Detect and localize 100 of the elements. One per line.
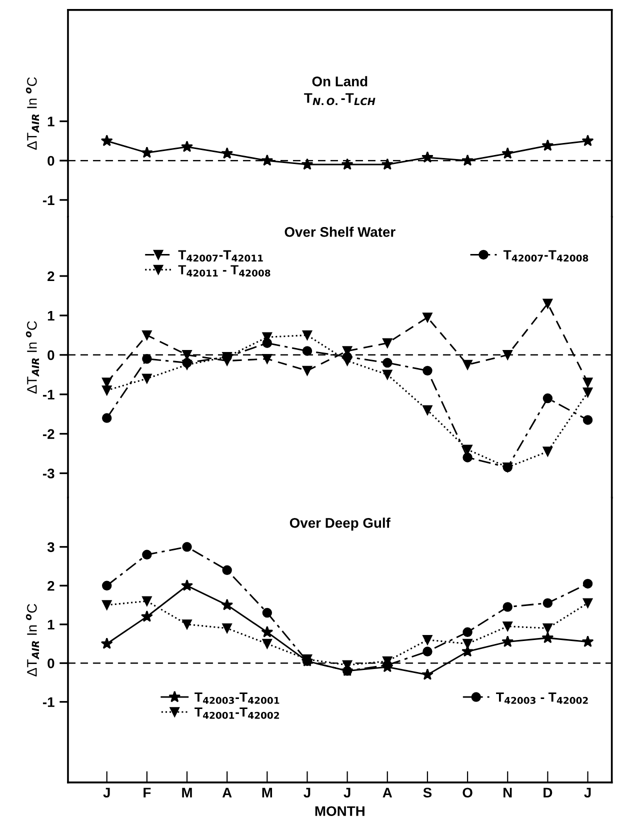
x-tick-label: J bbox=[304, 788, 310, 798]
point bbox=[382, 358, 392, 368]
legend-label: T$_{42001}$-T$_{42002}$ bbox=[194, 707, 280, 719]
point bbox=[142, 596, 152, 606]
point bbox=[382, 370, 392, 380]
point bbox=[462, 638, 472, 649]
x-tick-label: S bbox=[423, 788, 432, 798]
x-tick-label: F bbox=[144, 788, 151, 798]
point bbox=[502, 602, 512, 612]
text: Over Shelf Water bbox=[284, 226, 396, 237]
point bbox=[142, 354, 152, 364]
y-tick-label: 1 bbox=[48, 620, 54, 630]
point bbox=[421, 668, 434, 680]
point bbox=[102, 600, 112, 610]
point bbox=[302, 330, 312, 340]
point bbox=[542, 139, 554, 151]
y-tick-label: 2 bbox=[48, 271, 54, 282]
x-tick-label: J bbox=[103, 788, 110, 798]
point bbox=[582, 378, 593, 388]
point bbox=[341, 158, 354, 170]
point bbox=[582, 415, 593, 425]
point bbox=[301, 158, 314, 170]
point bbox=[502, 636, 514, 648]
point bbox=[502, 350, 512, 360]
x-tick-label: J bbox=[584, 788, 591, 798]
y-tick-label: 2 bbox=[48, 580, 54, 591]
x-tick-label: J bbox=[344, 788, 350, 798]
y-tick-label: 0 bbox=[48, 658, 54, 668]
legend-label: T$_{42003}$-T$_{42001}$ bbox=[194, 692, 280, 704]
point bbox=[462, 452, 472, 462]
point bbox=[421, 151, 434, 163]
point bbox=[182, 542, 192, 552]
point bbox=[582, 578, 593, 589]
point bbox=[342, 352, 352, 362]
point bbox=[542, 632, 554, 644]
point bbox=[422, 635, 432, 645]
point bbox=[261, 154, 274, 166]
x-tick-label: D bbox=[544, 788, 552, 798]
point bbox=[422, 366, 432, 376]
y-tick-label: -1 bbox=[42, 390, 54, 400]
point bbox=[582, 388, 593, 398]
point bbox=[422, 405, 432, 415]
point bbox=[142, 550, 152, 560]
point bbox=[140, 146, 153, 158]
y-axis-title: ΔT$_{AIR}$ In $^{o}$C bbox=[26, 321, 39, 394]
point bbox=[100, 638, 113, 649]
point bbox=[302, 366, 312, 376]
y-tick-label: -1 bbox=[42, 697, 54, 707]
point bbox=[582, 598, 593, 608]
point bbox=[502, 147, 514, 159]
point bbox=[462, 627, 472, 637]
text: T$_{N.O.}$-T$_{LCH}$ bbox=[304, 93, 376, 106]
point bbox=[462, 360, 472, 370]
point bbox=[582, 636, 594, 648]
text: Over Deep Gulf bbox=[290, 518, 390, 531]
point bbox=[382, 338, 392, 348]
point bbox=[542, 393, 553, 404]
legend-label: T$_{42007}$-T$_{42011}$ bbox=[178, 250, 263, 262]
point bbox=[102, 413, 112, 423]
point bbox=[542, 598, 553, 608]
point bbox=[102, 386, 112, 396]
point bbox=[422, 646, 432, 656]
point bbox=[142, 374, 152, 384]
x-tick-label: M bbox=[182, 788, 192, 798]
point bbox=[222, 565, 232, 576]
y-tick-label: 3 bbox=[47, 542, 54, 552]
point bbox=[182, 620, 192, 630]
point bbox=[222, 623, 232, 634]
point bbox=[100, 134, 113, 146]
point bbox=[542, 623, 553, 634]
x-tick-label: A bbox=[222, 788, 232, 798]
point bbox=[142, 330, 152, 340]
point bbox=[221, 147, 234, 159]
point bbox=[462, 154, 474, 166]
x-tick-label: M bbox=[262, 788, 272, 798]
point bbox=[261, 626, 274, 638]
y-axis-title: ΔT$_{AIR}$ In $^{o}$C bbox=[26, 77, 39, 150]
point bbox=[182, 350, 192, 360]
y-tick-label: -2 bbox=[42, 429, 54, 439]
x-tick-label: A bbox=[382, 788, 392, 798]
point bbox=[262, 608, 272, 618]
y-tick-label: 0 bbox=[48, 156, 54, 166]
point bbox=[502, 621, 512, 632]
point bbox=[262, 354, 272, 364]
point bbox=[302, 346, 312, 356]
point bbox=[542, 298, 553, 308]
y-tick-label: 1 bbox=[48, 116, 54, 126]
point bbox=[181, 140, 193, 152]
text: On Land bbox=[312, 76, 368, 86]
point bbox=[182, 358, 192, 368]
point bbox=[140, 610, 153, 622]
x-axis-title: MONTH bbox=[315, 806, 364, 816]
legend-label: T$_{42003}$ - T$_{42002}$ bbox=[496, 692, 588, 704]
legend-label: T$_{42011}$ - T$_{42008}$ bbox=[178, 265, 270, 277]
point bbox=[221, 598, 234, 610]
y-tick-label: -1 bbox=[42, 195, 54, 205]
y-axis-title: ΔT$_{AIR}$ In $^{o}$C bbox=[26, 604, 39, 676]
y-tick-label: 1 bbox=[48, 310, 54, 320]
point bbox=[422, 312, 432, 322]
point bbox=[582, 134, 594, 146]
